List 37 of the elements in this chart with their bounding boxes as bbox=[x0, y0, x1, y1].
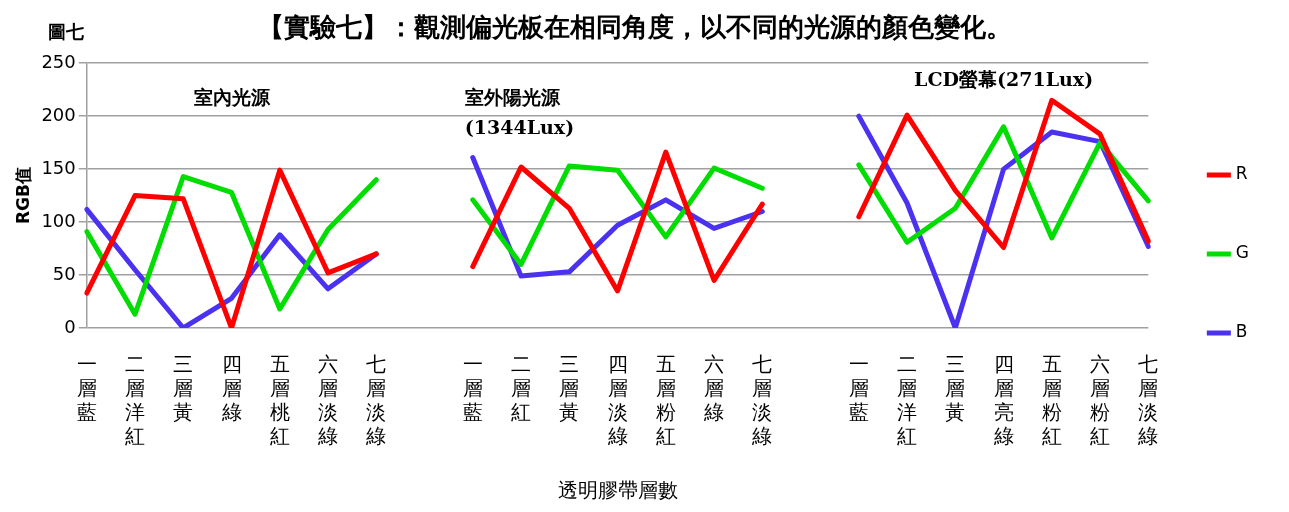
x-tick-label: 七層淡綠 bbox=[751, 352, 773, 449]
x-tick-label: 四層淡綠 bbox=[606, 352, 628, 449]
x-tick-label: 三層黃 bbox=[945, 352, 966, 425]
x-tick-label: 三層黃 bbox=[559, 352, 580, 425]
x-tick-label: 三層黃 bbox=[173, 352, 194, 425]
x-tick-label: 七層淡綠 bbox=[1137, 352, 1159, 449]
y-tick-label: 250 bbox=[41, 50, 76, 72]
x-tick-label: 五層粉紅 bbox=[1041, 352, 1062, 449]
x-tick-label: 一層藍 bbox=[76, 352, 97, 425]
y-tick-label: 0 bbox=[64, 315, 76, 337]
x-tick-label: 一層藍 bbox=[462, 352, 483, 425]
legend-label: G bbox=[1235, 242, 1250, 263]
y-tick-label: 50 bbox=[52, 262, 76, 284]
x-tick-label: 二層洋紅 bbox=[897, 352, 918, 449]
x-tick-label: 六層綠 bbox=[703, 352, 725, 425]
x-tick-label: 六層粉紅 bbox=[1090, 352, 1111, 449]
x-tick-label: 七層淡綠 bbox=[365, 352, 387, 449]
x-axis-title: 透明膠帶層數 bbox=[557, 478, 678, 503]
y-axis-title: RGB值 bbox=[12, 167, 33, 225]
y-tick-label: 100 bbox=[41, 209, 76, 231]
annotation: 室外陽光源 (1344Lux) bbox=[464, 86, 575, 139]
x-tick-label: 四層亮綠 bbox=[992, 352, 1014, 449]
annotation: 室內光源 bbox=[193, 86, 271, 109]
chart-title: 【實驗七】：觀測偏光板在相同角度，以不同的光源的顏色變化。 bbox=[257, 12, 1012, 43]
y-tick-label: 200 bbox=[41, 103, 76, 125]
x-tick-label: 五層桃紅 bbox=[269, 352, 290, 449]
x-tick-label: 一層藍 bbox=[848, 352, 869, 425]
y-tick-label: 150 bbox=[41, 156, 76, 178]
annotation: LCD螢幕(271Lux) bbox=[914, 67, 1094, 90]
legend-label: R bbox=[1235, 163, 1248, 184]
x-tick-label: 二層洋紅 bbox=[125, 352, 146, 449]
text: 圖七 bbox=[48, 20, 84, 42]
x-tick-label: 二層紅 bbox=[511, 352, 532, 425]
x-tick-label: 五層粉紅 bbox=[655, 352, 676, 449]
x-tick-label: 六層淡綠 bbox=[317, 352, 339, 449]
x-tick-label: 四層綠 bbox=[220, 352, 242, 425]
legend-label: B bbox=[1235, 321, 1248, 342]
